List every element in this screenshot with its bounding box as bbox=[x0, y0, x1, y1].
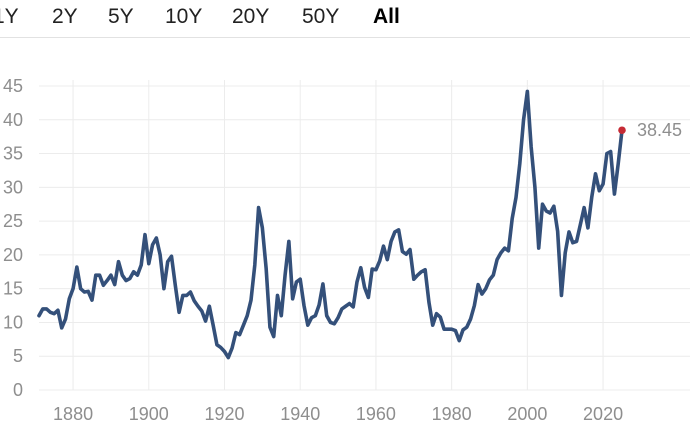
x-tick-label: 1880 bbox=[53, 404, 93, 424]
x-tick-label: 1960 bbox=[356, 404, 396, 424]
x-tick-label: 2000 bbox=[507, 404, 547, 424]
y-tick-label: 30 bbox=[3, 177, 23, 197]
x-tick-label: 2020 bbox=[583, 404, 623, 424]
last-value-label: 38.45 bbox=[637, 120, 682, 140]
tab-divider bbox=[0, 37, 690, 38]
series-line bbox=[37, 89, 624, 360]
y-tick-label: 45 bbox=[3, 76, 23, 96]
last-point-marker[interactable] bbox=[618, 126, 626, 135]
range-tab-all[interactable]: All bbox=[373, 5, 400, 28]
y-tick-label: 35 bbox=[3, 144, 23, 164]
y-tick-label: 40 bbox=[3, 110, 23, 130]
range-tab-50y[interactable]: 50Y bbox=[302, 5, 340, 28]
y-tick-label: 15 bbox=[3, 279, 23, 299]
y-tick-label: 0 bbox=[13, 380, 23, 400]
y-tick-label: 5 bbox=[13, 346, 23, 366]
x-tick-label: 1920 bbox=[204, 404, 244, 424]
range-tab-2y[interactable]: 2Y bbox=[52, 5, 78, 28]
y-tick-label: 20 bbox=[3, 245, 23, 265]
time-range-tabs: 1Y 2Y 5Y 10Y 20Y 50Y All bbox=[0, 0, 690, 38]
y-tick-label: 10 bbox=[3, 312, 23, 332]
x-tick-label: 1900 bbox=[129, 404, 169, 424]
line-chart: 0 5 10 15 20 25 30 35 40 45 1880 1900 1920 1940 1960 1… bbox=[3, 76, 690, 424]
range-tab-10y[interactable]: 10Y bbox=[165, 5, 203, 28]
range-tab-1y[interactable]: 1Y bbox=[0, 5, 19, 28]
x-tick-label: 1980 bbox=[432, 404, 472, 424]
range-tab-5y[interactable]: 5Y bbox=[108, 5, 134, 28]
y-tick-label: 25 bbox=[3, 211, 23, 231]
x-tick-label: 1940 bbox=[280, 404, 320, 424]
range-tab-20y[interactable]: 20Y bbox=[232, 5, 270, 28]
